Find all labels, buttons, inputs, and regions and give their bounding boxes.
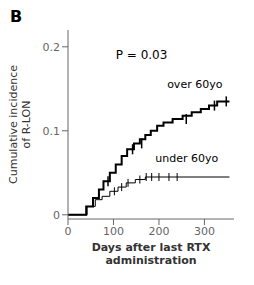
svg-text:Cumulative incidenceof R-LON: Cumulative incidenceof R-LON	[8, 65, 33, 184]
svg-text:200: 200	[148, 225, 169, 238]
svg-text:0: 0	[53, 209, 60, 222]
svg-text:P = 0.03: P = 0.03	[116, 48, 168, 62]
svg-text:0.1: 0.1	[43, 125, 61, 138]
svg-text:300: 300	[194, 225, 215, 238]
svg-text:0.2: 0.2	[43, 41, 61, 54]
svg-text:100: 100	[103, 225, 124, 238]
svg-text:over 60yo: over 60yo	[167, 78, 223, 91]
html-text:B: B	[10, 7, 23, 26]
svg-text:under 60yo: under 60yo	[155, 152, 218, 165]
svg-text:Days after last RTXadministrat: Days after last RTXadministration	[92, 241, 211, 267]
svg-text:0: 0	[65, 225, 72, 238]
